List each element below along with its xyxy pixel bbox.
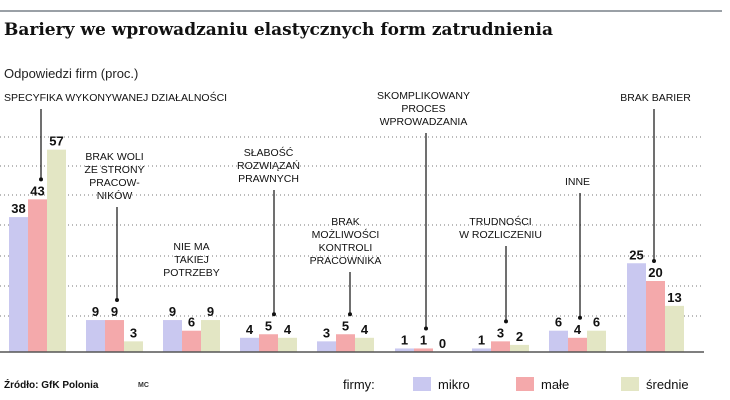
bar [646, 281, 665, 352]
bar [201, 320, 220, 352]
leader-dot [424, 326, 428, 331]
leader-dot [504, 319, 508, 324]
category-label: ZE STRONY [84, 164, 144, 176]
bar [665, 305, 684, 352]
legend-title: firmy: [343, 377, 375, 392]
data-label: 9 [111, 304, 118, 319]
bar [549, 330, 568, 352]
category-label: INNE [565, 176, 590, 188]
data-label: 25 [629, 247, 643, 262]
category-label: SŁABOŚĆ [244, 146, 294, 159]
data-label: 9 [92, 304, 99, 319]
category-label: BRAK [331, 216, 360, 228]
legend-swatch-male [516, 377, 534, 391]
legend-swatch-mikro [413, 377, 431, 391]
category-label: BRAK WOLI [85, 151, 143, 163]
category-label: POTRZEBY [163, 267, 220, 279]
top-rule [0, 10, 722, 12]
data-label: 4 [574, 322, 582, 337]
data-label: 1 [401, 332, 408, 347]
legend-label-srednie: średnie [646, 377, 689, 392]
category-label: PRACOW- [89, 177, 140, 189]
bar [47, 149, 66, 352]
legend-label-mikro: mikro [438, 377, 470, 392]
category-label: WPROWADZANIA [380, 116, 468, 128]
category-label: NIKÓW [97, 189, 133, 202]
data-label: 9 [207, 304, 214, 319]
category-label: NIE MA [173, 241, 209, 253]
category-label: TAKIEJ [174, 254, 209, 266]
data-label: 20 [648, 265, 662, 280]
leader-dot [578, 315, 582, 320]
legend-swatch-srednie [621, 377, 639, 391]
bar [105, 320, 124, 352]
data-label: 1 [420, 332, 427, 347]
bar [472, 348, 491, 352]
bar [317, 341, 336, 352]
category-label: TRUDNOŚCI [469, 215, 531, 228]
data-label: 6 [188, 315, 195, 330]
data-label: 5 [342, 318, 349, 333]
bar [414, 348, 433, 352]
data-label: 13 [667, 290, 681, 305]
author-initials: MC [138, 382, 149, 389]
data-label: 3 [497, 325, 504, 340]
data-label: 4 [284, 322, 292, 337]
leader-dot [115, 298, 119, 303]
bar [395, 348, 414, 352]
bar [28, 199, 47, 352]
leader-dot [39, 177, 43, 182]
chart-subtitle: Odpowiedzi firm (proc.) [4, 66, 139, 81]
category-label: SPECYFIKA WYKONYWANEJ DZIAŁALNOŚCI [4, 91, 227, 104]
category-label: SKOMPLIKOWANY [377, 90, 470, 102]
bar [510, 344, 529, 352]
data-label: 1 [478, 332, 485, 347]
data-label: 6 [555, 315, 562, 330]
category-label: PRACOWNIKA [310, 255, 382, 267]
bar [124, 341, 143, 352]
data-label: 4 [246, 322, 254, 337]
bar [9, 217, 28, 352]
leader-dot [348, 312, 352, 317]
data-label: 3 [130, 325, 137, 340]
legend-label-male: małe [541, 377, 570, 392]
data-label: 5 [265, 318, 272, 333]
data-label: 0 [439, 336, 446, 351]
category-label: KONTROLI [319, 242, 373, 254]
category-label: W ROZLICZENIU [459, 229, 542, 241]
data-label: 4 [361, 322, 369, 337]
category-label: PROCES [401, 103, 445, 115]
bar [336, 334, 355, 352]
data-label: 3 [323, 325, 330, 340]
bar [240, 337, 259, 352]
bar [259, 334, 278, 352]
bar [568, 337, 587, 352]
bar [491, 341, 510, 352]
bar [587, 330, 606, 352]
bar [627, 263, 646, 352]
data-label: 9 [169, 304, 176, 319]
bar [355, 337, 374, 352]
source-note: Źródło: GfK Polonia [4, 380, 99, 391]
bar [163, 320, 182, 352]
category-label: MOŻLIWOŚCI [312, 228, 380, 241]
category-label: PRAWNYCH [238, 173, 299, 185]
bar [182, 330, 201, 352]
data-label: 2 [516, 329, 523, 344]
leader-dot [272, 312, 276, 317]
category-label: ROZWIĄZAŃ [237, 159, 300, 172]
data-label: 6 [593, 315, 600, 330]
data-label: 43 [30, 183, 44, 198]
category-label: BRAK BARIER [620, 92, 691, 104]
bar [86, 320, 105, 352]
leader-dot [652, 259, 656, 263]
bar [278, 337, 297, 352]
chart-title: Bariery we wprowadzaniu elastycznych for… [4, 20, 554, 40]
data-label: 57 [49, 134, 63, 149]
data-label: 38 [11, 201, 25, 216]
